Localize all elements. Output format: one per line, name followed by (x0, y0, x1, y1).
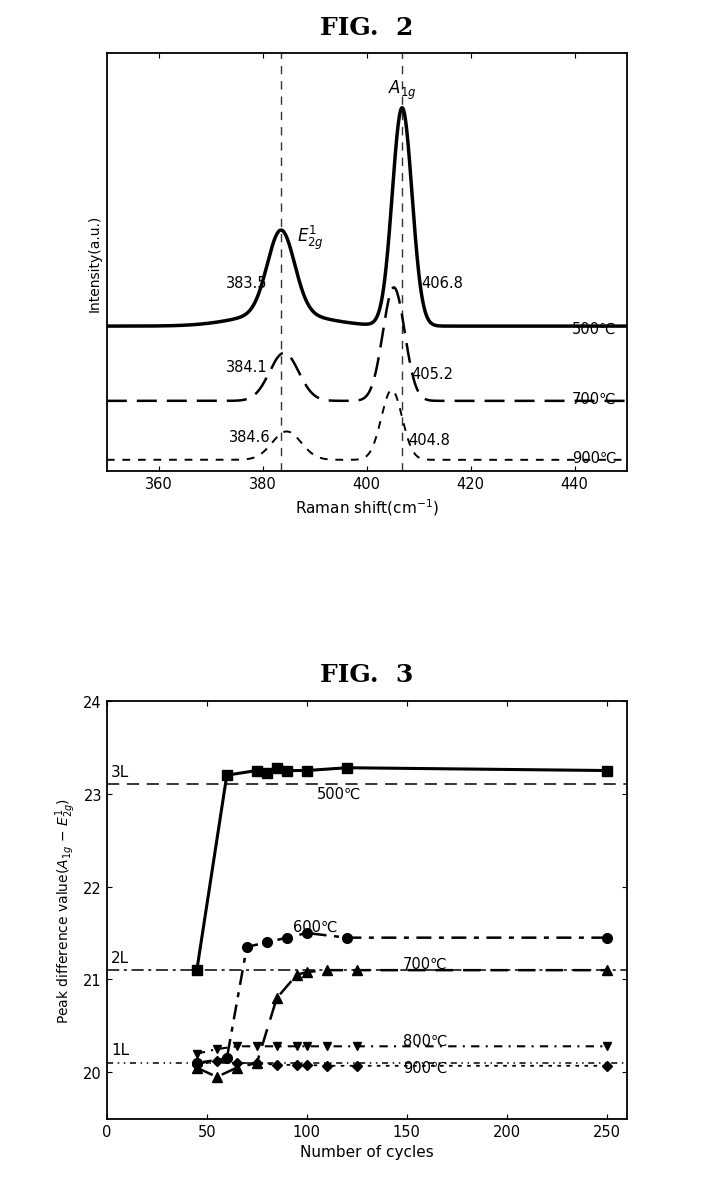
Text: $A_{1g}$: $A_{1g}$ (388, 78, 417, 102)
Title: FIG.  2: FIG. 2 (320, 16, 414, 40)
Text: 800℃: 800℃ (403, 1032, 447, 1048)
Text: 900℃: 900℃ (403, 1060, 447, 1075)
Text: 384.6: 384.6 (229, 431, 271, 445)
Text: 404.8: 404.8 (408, 432, 450, 448)
Y-axis label: Peak difference value($A_{1g}$ $-$ $E^{1}_{2g}$): Peak difference value($A_{1g}$ $-$ $E^{1… (53, 798, 78, 1023)
Text: 384.1: 384.1 (226, 360, 268, 375)
Text: 500℃: 500℃ (317, 787, 361, 801)
Text: 406.8: 406.8 (422, 275, 463, 291)
X-axis label: Raman shift(cm$^{-1}$): Raman shift(cm$^{-1}$) (295, 497, 439, 517)
Text: 3L: 3L (111, 764, 129, 780)
Text: 500℃: 500℃ (572, 321, 616, 336)
Y-axis label: Intensity(a.u.): Intensity(a.u.) (88, 214, 101, 312)
Text: 405.2: 405.2 (411, 367, 453, 381)
Text: $E^{1}_{2g}$: $E^{1}_{2g}$ (296, 224, 323, 251)
Text: 600℃: 600℃ (293, 919, 337, 935)
Text: 2L: 2L (111, 950, 129, 965)
Title: FIG.  3: FIG. 3 (320, 663, 414, 687)
Text: 900℃: 900℃ (572, 451, 616, 466)
Text: 383.5: 383.5 (226, 275, 267, 291)
Text: 700℃: 700℃ (572, 392, 616, 407)
Text: 700℃: 700℃ (403, 956, 447, 972)
Text: 1L: 1L (111, 1043, 129, 1057)
X-axis label: Number of cycles: Number of cycles (300, 1144, 434, 1160)
